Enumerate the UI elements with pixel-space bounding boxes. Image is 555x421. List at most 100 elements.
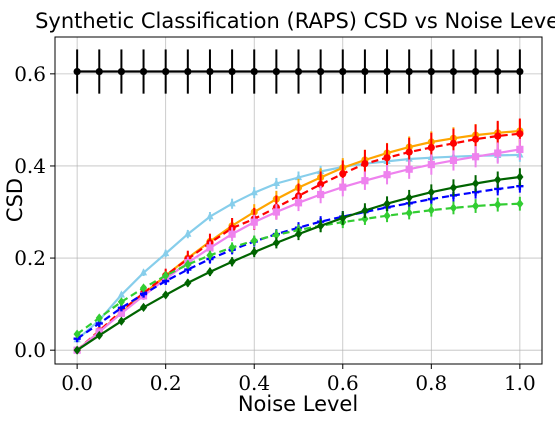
data-point (228, 242, 236, 253)
series-group (73, 196, 524, 339)
y-tick-label: 0.4 (14, 154, 46, 178)
data-point (95, 330, 103, 341)
data-point (206, 212, 214, 220)
data-point (250, 247, 258, 257)
data-point (317, 67, 325, 76)
data-point (73, 345, 81, 355)
data-point (272, 230, 280, 240)
data-point (494, 175, 502, 185)
plot-area (73, 49, 524, 355)
data-point (449, 203, 458, 213)
data-point (117, 290, 126, 298)
data-point (383, 67, 391, 76)
data-point (184, 278, 192, 288)
data-point (184, 67, 192, 76)
series-group (73, 49, 524, 94)
data-point (361, 206, 369, 216)
data-point (272, 238, 280, 248)
data-point (206, 244, 214, 252)
data-point (405, 193, 413, 203)
data-point (471, 178, 480, 189)
data-point (471, 153, 480, 161)
data-point (139, 302, 148, 312)
data-point (339, 67, 347, 76)
data-point (184, 259, 192, 270)
x-tick-label: 0.2 (150, 371, 182, 395)
data-point (272, 208, 280, 216)
data-point (449, 156, 458, 165)
x-tick-label: 0.0 (61, 371, 93, 395)
data-point (162, 248, 170, 257)
data-point (294, 67, 303, 76)
data-point (361, 67, 369, 76)
data-point (339, 213, 347, 223)
data-point (516, 199, 524, 209)
data-point (206, 67, 214, 76)
data-point (405, 67, 413, 76)
data-point (471, 67, 480, 76)
data-point (95, 67, 103, 76)
data-point (162, 67, 170, 76)
data-point (516, 172, 524, 182)
data-point (471, 135, 480, 143)
data-point (272, 67, 280, 76)
chart-title: Synthetic Classification (RAPS) CSD vs N… (35, 9, 555, 33)
data-point (471, 201, 480, 211)
data-point (494, 132, 502, 140)
data-point (449, 139, 458, 147)
y-tick-label: 0.0 (14, 338, 46, 362)
axis-ticks: 0.0 0.2 0.4 0.6 0.8 1.0 0.0 0.2 0.4 0.6 (14, 62, 536, 395)
data-point (73, 67, 81, 76)
data-point (206, 250, 214, 260)
data-point (95, 313, 103, 323)
data-point (427, 205, 435, 215)
data-point (250, 188, 258, 196)
data-point (162, 290, 170, 300)
data-point (294, 229, 303, 239)
data-point (516, 145, 524, 153)
data-point (383, 211, 391, 221)
data-point (516, 67, 524, 76)
data-point (250, 235, 258, 246)
data-point (317, 221, 325, 231)
data-point (405, 148, 413, 156)
data-point (449, 183, 458, 193)
x-tick-label: 0.8 (415, 371, 447, 395)
data-point (405, 165, 413, 173)
data-point (117, 297, 126, 307)
data-point (206, 267, 214, 277)
data-point (317, 190, 325, 199)
data-point (250, 67, 258, 76)
data-point (361, 160, 369, 168)
data-point (272, 178, 280, 187)
data-point (117, 309, 126, 317)
x-tick-label: 0.4 (238, 371, 270, 395)
series-line (76, 185, 521, 340)
data-point (317, 180, 325, 188)
x-tick-label: 0.6 (327, 371, 359, 395)
data-point (228, 257, 236, 267)
data-point (494, 200, 502, 210)
series-group (73, 147, 524, 343)
x-axis-label: Noise Level (238, 392, 358, 416)
data-point (294, 172, 303, 181)
data-point (427, 187, 435, 197)
data-point (139, 283, 148, 293)
data-point (427, 143, 435, 152)
data-point (383, 154, 391, 162)
data-point (117, 316, 126, 326)
data-point (361, 214, 369, 224)
data-point (228, 230, 236, 238)
data-point (250, 218, 258, 226)
data-point (184, 229, 192, 237)
data-point (516, 130, 524, 138)
series-group (73, 168, 524, 355)
data-point (494, 67, 502, 76)
x-tick-label: 1.0 (504, 371, 536, 395)
data-point (117, 67, 126, 76)
data-point (139, 268, 148, 276)
series-group (73, 138, 524, 354)
plot-frame (54, 36, 543, 365)
data-point (294, 199, 303, 207)
